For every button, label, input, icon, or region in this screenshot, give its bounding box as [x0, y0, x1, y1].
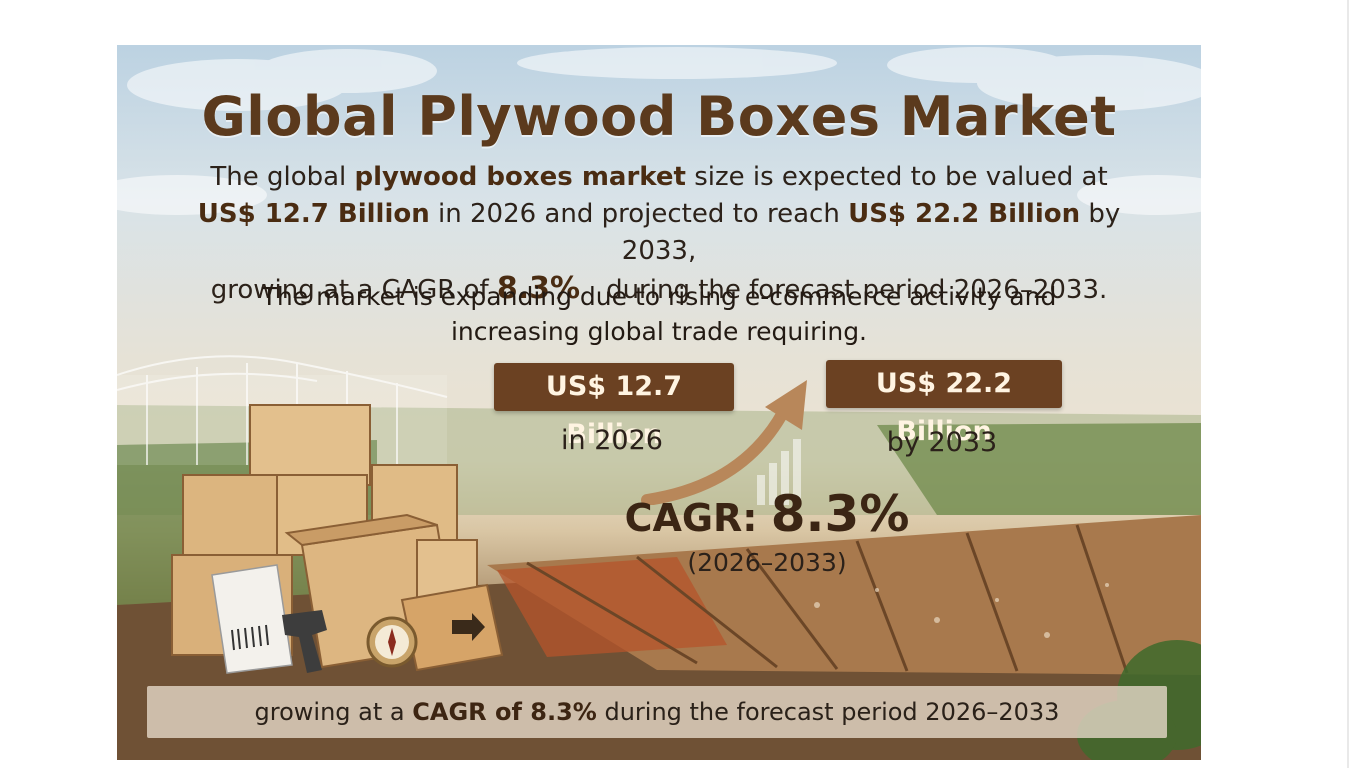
shipping-label-icon	[211, 564, 293, 674]
market-summary: The global plywood boxes market size is …	[157, 159, 1161, 309]
summary-text: in 2026 and projected to reach	[429, 199, 849, 229]
infographic-banner: Global Plywood Boxes Market The global p…	[117, 45, 1201, 760]
cagr-value: 8.3%	[770, 485, 910, 543]
cagr-label: CAGR:	[624, 496, 771, 540]
cardboard-box-icon	[400, 583, 504, 672]
growth-arrow-icon	[641, 380, 807, 505]
market-driver-text: The market is expanding due to rising e-…	[237, 279, 1081, 349]
compass-icon	[366, 616, 418, 668]
cloud-icon	[117, 47, 1201, 215]
footer-text: growing at a	[254, 698, 413, 726]
footer-text: during the forecast period 2026–2033	[596, 698, 1060, 726]
footer-caption: growing at a CAGR of 8.3% during the for…	[147, 686, 1167, 738]
summary-line-1: The global plywood boxes market size is …	[157, 159, 1161, 196]
cagr-heading: CAGR: 8.3%	[587, 485, 947, 543]
footer-highlight: CAGR of 8.3%	[412, 698, 597, 726]
summary-text: growing at a CAGR of	[210, 275, 497, 305]
summary-line-3: growing at a CAGR of 8.3% during the fore…	[157, 270, 1161, 309]
summary-highlight: 8.3%	[496, 271, 581, 306]
summary-highlight: plywood boxes market	[354, 162, 686, 192]
value-2033-label: by 2033	[886, 427, 998, 458]
summary-line-2: US$ 12.7 Billion in 2026 and projected t…	[157, 196, 1161, 270]
page-edge-rule	[1347, 0, 1349, 768]
summary-text: size is expected to be valued at	[685, 162, 1108, 192]
summary-text: during the forecast period 2026–2033.	[606, 275, 1108, 305]
summary-text: The global	[210, 162, 355, 192]
barcode-scanner-icon	[282, 610, 327, 673]
footer-band	[147, 686, 1167, 738]
cagr-period: (2026–2033)	[687, 548, 847, 577]
driver-line-2: increasing global trade requiring.	[450, 317, 868, 346]
summary-highlight: US$ 22.2 Billion	[848, 199, 1081, 229]
wooden-deck-icon	[487, 515, 1201, 675]
value-2033-badge: US$ 22.2 Billion	[826, 360, 1062, 447]
summary-highlight: US$ 12.7 Billion	[197, 199, 430, 229]
summary-text: by 2033,	[621, 199, 1121, 266]
driver-line-1: The market is expanding due to rising e-…	[261, 282, 1057, 311]
page-title: Global Plywood Boxes Market	[201, 85, 1117, 148]
value-2026-badge: US$ 12.7 Billion	[494, 363, 734, 450]
value-2026-label: in 2026	[561, 425, 663, 456]
